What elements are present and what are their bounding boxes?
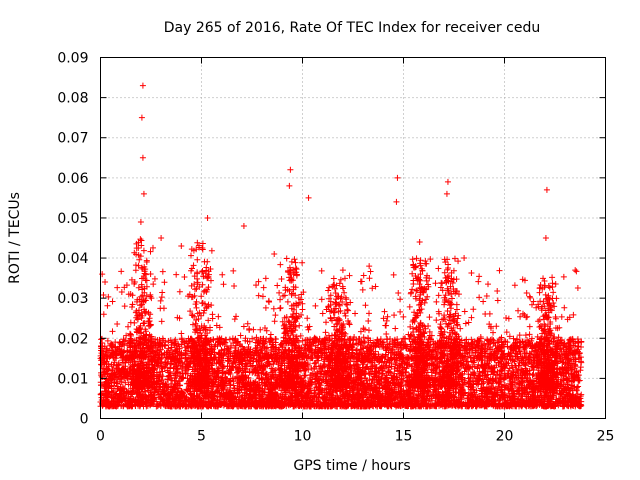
data-point <box>400 387 407 394</box>
data-point <box>183 386 190 393</box>
data-point <box>110 361 117 368</box>
data-point <box>122 379 129 386</box>
chart-title: Day 265 of 2016, Rate Of TEC Index for r… <box>164 20 540 36</box>
data-point <box>262 345 269 352</box>
data-point <box>184 386 191 393</box>
data-point <box>391 365 398 372</box>
data-point <box>183 358 190 365</box>
data-point <box>507 344 514 351</box>
data-point <box>157 400 164 407</box>
data-point <box>215 367 222 374</box>
data-point <box>490 371 497 378</box>
data-point <box>578 391 585 398</box>
data-point <box>388 363 395 370</box>
data-point <box>100 358 107 365</box>
data-point <box>482 347 489 354</box>
data-points <box>97 82 585 410</box>
data-point <box>403 345 410 352</box>
data-point <box>167 360 174 367</box>
data-point <box>312 389 319 396</box>
data-point <box>179 375 186 382</box>
data-point <box>104 337 111 344</box>
